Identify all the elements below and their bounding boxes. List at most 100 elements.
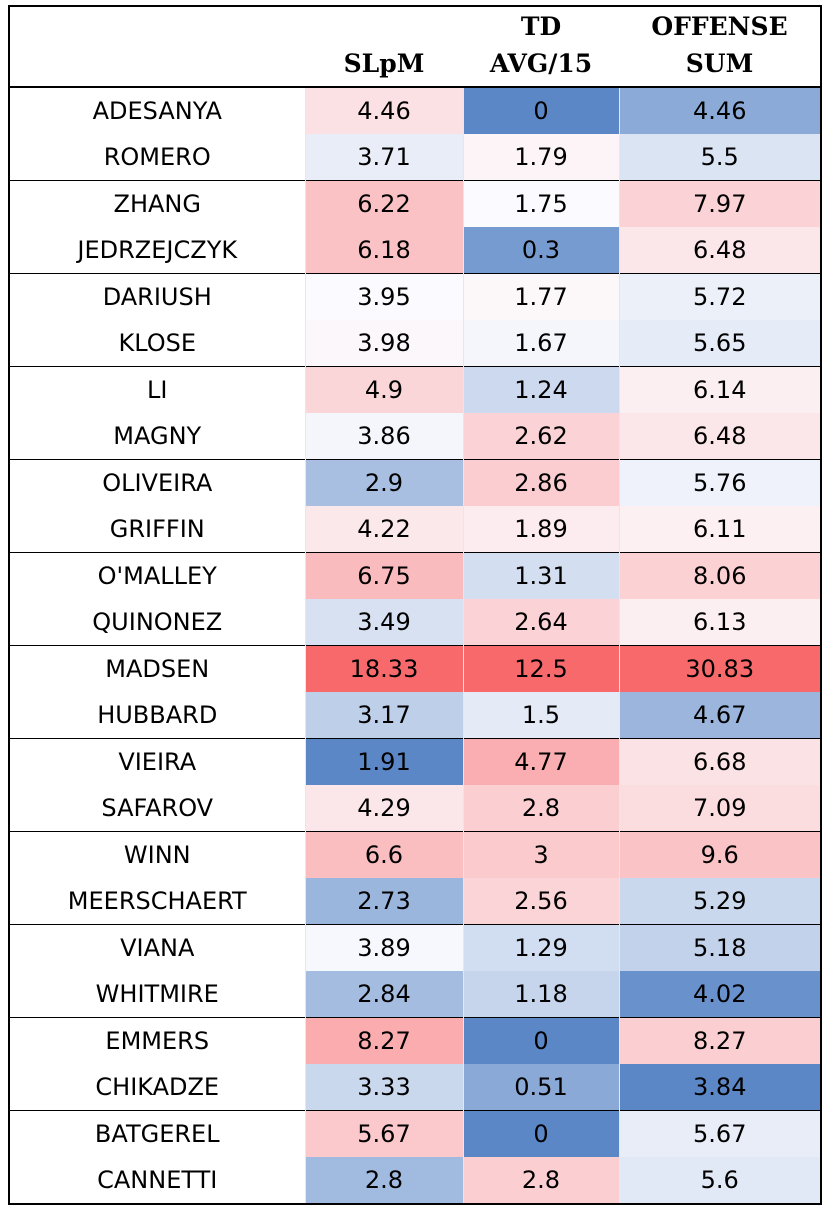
heat-cell-offense_sum: 4.46 (618, 87, 821, 134)
table-row: ZHANG 6.22 1.75 7.97 (9, 180, 821, 227)
fighter-name-cell: WINN (9, 831, 305, 878)
fighter-name-cell: KLOSE (9, 320, 305, 367)
fighter-name-cell: MAGNY (9, 413, 305, 460)
table-row: VIEIRA 1.91 4.77 6.68 (9, 738, 821, 785)
heat-cell-td_avg_15: 2.8 (462, 1157, 619, 1204)
heat-cell-offense_sum: 5.6 (618, 1157, 821, 1204)
heat-cell-td_avg_15: 1.77 (462, 273, 619, 320)
fighter-name-cell: OLIVEIRA (9, 459, 305, 506)
heat-cell-td_avg_15: 1.18 (462, 971, 619, 1018)
fighter-name-cell: QUINONEZ (9, 599, 305, 646)
table-row: HUBBARD 3.17 1.5 4.67 (9, 692, 821, 739)
heat-cell-slpm: 2.8 (304, 1157, 463, 1204)
heat-cell-offense_sum: 5.29 (618, 878, 821, 925)
heat-cell-offense_sum: 5.72 (618, 273, 821, 320)
heat-cell-td_avg_15: 2.8 (462, 785, 619, 832)
table-row: WINN 6.6 3 9.6 (9, 831, 821, 878)
table-row: ADESANYA 4.46 0 4.46 (9, 87, 821, 134)
fighter-name-cell: JEDRZEJCZYK (9, 227, 305, 274)
table-row: EMMERS 8.27 0 8.27 (9, 1017, 821, 1064)
heat-cell-td_avg_15: 1.75 (462, 180, 619, 227)
heat-cell-td_avg_15: 2.62 (462, 413, 619, 460)
heat-cell-offense_sum: 9.6 (618, 831, 821, 878)
heat-cell-offense_sum: 5.18 (618, 924, 821, 971)
table-body: ADESANYA 4.46 0 4.46 ROMERO 3.71 1.79 5.5 ZHANG 6… (9, 87, 821, 1204)
heat-cell-offense_sum: 4.02 (618, 971, 821, 1018)
heat-cell-slpm: 3.98 (304, 320, 463, 367)
fighter-name-cell: MADSEN (9, 645, 305, 692)
table-row: QUINONEZ 3.49 2.64 6.13 (9, 599, 821, 646)
heat-cell-slpm: 3.49 (304, 599, 463, 646)
heat-cell-offense_sum: 3.84 (618, 1064, 821, 1111)
heat-cell-td_avg_15: 0.3 (462, 227, 619, 274)
heat-cell-td_avg_15: 1.5 (462, 692, 619, 739)
heat-cell-slpm: 3.89 (304, 924, 463, 971)
fighter-name-cell: ROMERO (9, 134, 305, 181)
heat-cell-td_avg_15: 0 (462, 1017, 619, 1064)
fighter-name-cell: ZHANG (9, 180, 305, 227)
heat-cell-td_avg_15: 2.56 (462, 878, 619, 925)
heat-cell-offense_sum: 4.67 (618, 692, 821, 739)
fighter-name-cell: VIANA (9, 924, 305, 971)
heat-cell-td_avg_15: 0.51 (462, 1064, 619, 1111)
table-row: SAFAROV 4.29 2.8 7.09 (9, 785, 821, 832)
heat-cell-slpm: 6.6 (304, 831, 463, 878)
fighter-name-cell: MEERSCHAERT (9, 878, 305, 925)
table-row: O'MALLEY 6.75 1.31 8.06 (9, 552, 821, 599)
heat-cell-offense_sum: 6.48 (618, 227, 821, 274)
table-row: MEERSCHAERT 2.73 2.56 5.29 (9, 878, 821, 925)
heat-cell-slpm: 4.9 (304, 366, 463, 413)
heat-cell-offense_sum: 6.13 (618, 599, 821, 646)
column-header-slpm: SLpM (305, 5, 463, 88)
header-row: SLpM TD AVG/15 OFFENSE SUM (9, 5, 821, 88)
fighter-name-cell: LI (9, 366, 305, 413)
fighter-name-cell: CHIKADZE (9, 1064, 305, 1111)
heat-cell-td_avg_15: 3 (462, 831, 619, 878)
heat-cell-slpm: 8.27 (304, 1017, 463, 1064)
heat-cell-offense_sum: 5.67 (618, 1110, 821, 1157)
table-row: VIANA 3.89 1.29 5.18 (9, 924, 821, 971)
fighter-name-cell: O'MALLEY (9, 552, 305, 599)
fighter-name-cell: GRIFFIN (9, 506, 305, 553)
table-row: KLOSE 3.98 1.67 5.65 (9, 320, 821, 367)
heat-cell-td_avg_15: 1.89 (462, 506, 619, 553)
column-header-line: TD (520, 12, 562, 41)
heat-cell-slpm: 6.75 (304, 552, 463, 599)
heat-cell-slpm: 4.29 (304, 785, 463, 832)
table-row: ROMERO 3.71 1.79 5.5 (9, 134, 821, 181)
heat-cell-offense_sum: 6.68 (618, 738, 821, 785)
table-row: CHIKADZE 3.33 0.51 3.84 (9, 1064, 821, 1111)
heat-cell-td_avg_15: 1.67 (462, 320, 619, 367)
heat-cell-offense_sum: 5.65 (618, 320, 821, 367)
heat-cell-offense_sum: 5.5 (618, 134, 821, 181)
heat-cell-td_avg_15: 0 (462, 1110, 619, 1157)
table-row: WHITMIRE 2.84 1.18 4.02 (9, 971, 821, 1018)
fighter-name-cell: SAFAROV (9, 785, 305, 832)
table-row: JEDRZEJCZYK 6.18 0.3 6.48 (9, 227, 821, 274)
table-row: OLIVEIRA 2.9 2.86 5.76 (9, 459, 821, 506)
heat-cell-slpm: 6.22 (304, 180, 463, 227)
heat-cell-slpm: 3.71 (304, 134, 463, 181)
heat-cell-offense_sum: 5.76 (618, 459, 821, 506)
column-header-td_avg_15: TD AVG/15 (463, 5, 619, 88)
heat-cell-slpm: 2.84 (304, 971, 463, 1018)
heat-cell-td_avg_15: 4.77 (462, 738, 619, 785)
heat-cell-slpm: 3.95 (304, 273, 463, 320)
heat-cell-slpm: 1.91 (304, 738, 463, 785)
column-header-offense_sum: OFFENSE SUM (619, 5, 821, 88)
table-row: DARIUSH 3.95 1.77 5.72 (9, 273, 821, 320)
fighter-name-cell: EMMERS (9, 1017, 305, 1064)
heat-cell-td_avg_15: 12.5 (462, 645, 619, 692)
heat-cell-slpm: 3.17 (304, 692, 463, 739)
heat-cell-td_avg_15: 1.24 (462, 366, 619, 413)
heat-cell-offense_sum: 7.09 (618, 785, 821, 832)
heat-cell-slpm: 2.73 (304, 878, 463, 925)
table-row: BATGEREL 5.67 0 5.67 (9, 1110, 821, 1157)
heat-cell-slpm: 4.46 (304, 87, 463, 134)
table-row: GRIFFIN 4.22 1.89 6.11 (9, 506, 821, 553)
heat-cell-slpm: 5.67 (304, 1110, 463, 1157)
heat-cell-td_avg_15: 1.79 (462, 134, 619, 181)
heat-cell-offense_sum: 8.06 (618, 552, 821, 599)
heat-cell-offense_sum: 30.83 (618, 645, 821, 692)
heat-cell-slpm: 18.33 (304, 645, 463, 692)
